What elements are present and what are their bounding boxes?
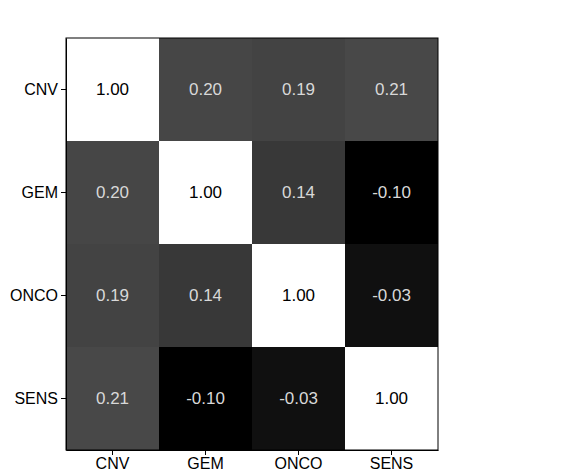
cell bbox=[66, 347, 159, 450]
tick-label: ONCO bbox=[275, 455, 323, 472]
tick-label: CNV bbox=[96, 455, 130, 472]
tick: CNV bbox=[96, 450, 130, 472]
tick-mark bbox=[298, 450, 299, 455]
cell-label: -0.03 bbox=[279, 389, 318, 408]
tick: ONCO bbox=[10, 287, 66, 304]
tick-label: GEM bbox=[22, 184, 58, 201]
tick-mark bbox=[61, 89, 66, 90]
frame bbox=[66, 38, 438, 450]
tick-label: ONCO bbox=[10, 287, 58, 304]
cell bbox=[252, 347, 345, 450]
cell bbox=[345, 38, 438, 141]
cell-label: 1.00 bbox=[96, 80, 129, 99]
chart: 1.00 0.20 0.19 0.21 0.20 1.00 0.14 -0.10 0.19 0.1… bbox=[0, 0, 588, 472]
cell bbox=[159, 244, 252, 347]
x-axis: CNV GEM ONCO SENS bbox=[67, 450, 439, 472]
tick-label: CNV bbox=[24, 81, 58, 98]
tick-mark bbox=[205, 450, 206, 455]
axis-line bbox=[67, 450, 439, 451]
cell-label: 0.14 bbox=[282, 183, 315, 202]
plot: 1.00 0.20 0.19 0.21 0.20 1.00 0.14 -0.10 0.19 0.1… bbox=[10, 38, 439, 472]
cell-label: -0.10 bbox=[372, 183, 411, 202]
cell-label: 0.19 bbox=[282, 80, 315, 99]
tick: ONCO bbox=[275, 450, 323, 472]
cell-label: 1.00 bbox=[282, 286, 315, 305]
cell bbox=[66, 38, 159, 141]
cell-label: 1.00 bbox=[189, 183, 222, 202]
y-axis: CNV GEM ONCO SENS bbox=[10, 39, 67, 451]
tick-mark bbox=[61, 398, 66, 399]
tick-label: SENS bbox=[370, 455, 414, 472]
cell-label: 1.00 bbox=[375, 389, 408, 408]
tick: SENS bbox=[14, 390, 66, 407]
cell bbox=[159, 141, 252, 244]
tick: GEM bbox=[187, 450, 223, 472]
cell bbox=[252, 141, 345, 244]
cell-label: 0.20 bbox=[96, 183, 129, 202]
tick: CNV bbox=[24, 81, 66, 98]
cell-label: 0.21 bbox=[375, 80, 408, 99]
cell-label: -0.10 bbox=[186, 389, 225, 408]
cell-label: 0.19 bbox=[96, 286, 129, 305]
cell bbox=[345, 347, 438, 450]
tick-mark bbox=[391, 450, 392, 455]
tick: GEM bbox=[22, 184, 66, 201]
cell-label: 0.20 bbox=[189, 80, 222, 99]
cell-label: -0.03 bbox=[372, 286, 411, 305]
cell bbox=[159, 347, 252, 450]
cell-label: 0.21 bbox=[96, 389, 129, 408]
cell bbox=[345, 141, 438, 244]
cells bbox=[66, 38, 438, 450]
tick-label: GEM bbox=[187, 455, 223, 472]
axis-line bbox=[66, 39, 67, 451]
cell bbox=[66, 244, 159, 347]
tick: SENS bbox=[370, 450, 414, 472]
cell bbox=[345, 244, 438, 347]
tick-mark bbox=[61, 192, 66, 193]
tick-label: SENS bbox=[14, 390, 58, 407]
cell bbox=[159, 38, 252, 141]
cell-labels: 1.00 0.20 0.19 0.21 0.20 1.00 0.14 -0.10 0.19 0.1… bbox=[96, 80, 411, 408]
cell-label: 0.14 bbox=[189, 286, 222, 305]
cell bbox=[252, 244, 345, 347]
cell bbox=[252, 38, 345, 141]
tick-mark bbox=[112, 450, 113, 455]
cell bbox=[66, 141, 159, 244]
tick-mark bbox=[61, 295, 66, 296]
